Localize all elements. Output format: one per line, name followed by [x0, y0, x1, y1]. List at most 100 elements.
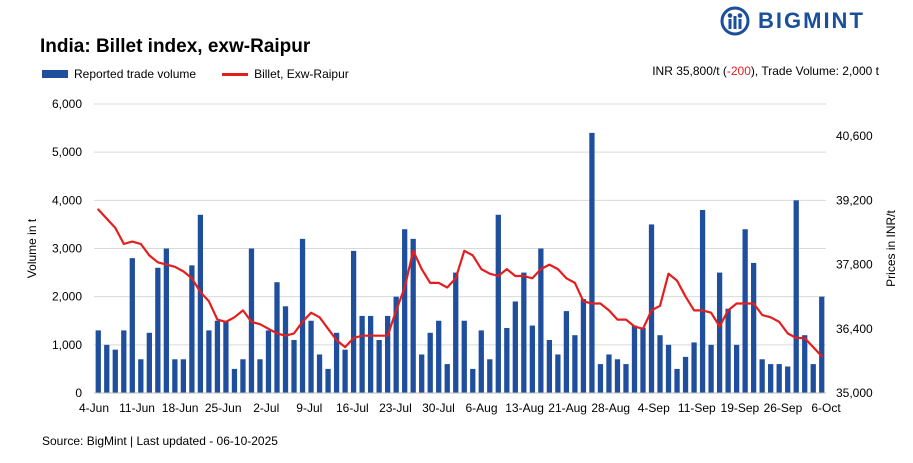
legend-swatch-line — [222, 72, 249, 76]
volume-bar — [257, 359, 263, 393]
volume-bar — [453, 272, 459, 393]
y-left-tick-label: 6,000 — [52, 97, 82, 111]
volume-bar — [316, 354, 323, 393]
y-left-tick-label: 2,000 — [52, 290, 82, 304]
volume-bar — [555, 354, 561, 393]
volume-bar — [512, 301, 518, 393]
volume-bar — [385, 315, 391, 393]
volume-bar — [240, 359, 246, 393]
legend-item-volume: Reported trade volume — [42, 67, 196, 81]
x-tick-label: 28-Aug — [591, 401, 630, 415]
volume-bar — [155, 267, 161, 393]
volume-bar — [325, 368, 331, 393]
volume-bar — [691, 342, 697, 393]
volume-bar — [291, 340, 297, 393]
price-change: -200 — [726, 64, 751, 78]
volume-bar — [648, 224, 655, 393]
chart-legend: Reported trade volume Billet, Exw-Raipur — [42, 67, 375, 81]
volume-bar — [802, 335, 808, 393]
volume-bar — [95, 330, 101, 393]
volume-bar — [725, 308, 731, 393]
volume-bar — [359, 315, 365, 393]
volume-bar — [563, 311, 570, 393]
brand-logo: BIGMINT — [720, 6, 865, 36]
volume-bar — [410, 238, 416, 393]
x-tick-label: 11-Jun — [119, 401, 155, 415]
volume-bar — [785, 366, 791, 393]
volume-bar — [631, 325, 638, 393]
volume-bar — [521, 272, 527, 393]
chart-title: India: Billet index, exw-Raipur — [40, 36, 311, 57]
y-left-axis-title: Volume in t — [25, 218, 39, 278]
volume-bar — [495, 214, 501, 393]
volume-bar — [819, 296, 825, 393]
volume-bar — [402, 229, 408, 393]
volume-bar — [214, 320, 221, 393]
volume-bar — [580, 299, 587, 393]
volume-bar — [606, 354, 612, 393]
volume-bar — [163, 248, 169, 393]
volume-text: ), Trade Volume: 2,000 t — [750, 64, 879, 78]
y-right-tick-label: 37,800 — [836, 258, 873, 272]
volume-bar — [138, 359, 144, 393]
y-right-tick-label: 39,200 — [836, 193, 873, 207]
volume-bar — [733, 344, 740, 393]
volume-bar — [223, 320, 229, 393]
volume-bar — [810, 364, 816, 393]
y-right-tick-label: 36,400 — [836, 322, 873, 336]
volume-bar — [367, 315, 374, 393]
y-left-tick-label: 0 — [75, 386, 82, 400]
x-tick-label: 9-Jul — [296, 401, 322, 415]
x-tick-label: 6-Oct — [811, 401, 841, 415]
y-left-tick-label: 5,000 — [52, 145, 82, 159]
y-left-tick-label: 3,000 — [52, 242, 82, 256]
volume-bar — [716, 272, 723, 393]
volume-bar — [623, 364, 629, 393]
volume-bar — [419, 354, 425, 393]
volume-bar — [529, 325, 535, 393]
logo-text: BIGMINT — [758, 8, 865, 33]
volume-bar — [640, 327, 646, 393]
volume-bar — [444, 364, 450, 393]
volume-bar — [104, 344, 110, 393]
volume-bar — [274, 282, 280, 393]
source-note: Source: BigMint | Last updated - 06-10-2… — [42, 434, 278, 448]
volume-bar — [751, 262, 757, 393]
volume-bar — [427, 332, 433, 393]
volume-bar — [572, 335, 578, 393]
volume-bar — [121, 330, 127, 393]
volume-bar — [129, 258, 135, 393]
legend-label-volume: Reported trade volume — [74, 67, 197, 81]
volume-bar — [393, 296, 399, 393]
volume-bar — [793, 200, 799, 393]
volume-bar — [742, 229, 748, 393]
x-tick-label: 2-Jul — [253, 401, 279, 415]
volume-bar — [699, 209, 706, 393]
legend-item-price: Billet, Exw-Raipur — [222, 67, 349, 81]
volume-bar — [776, 364, 782, 393]
x-tick-label: 21-Aug — [548, 401, 587, 415]
x-tick-label: 16-Jul — [336, 401, 369, 415]
price-summary: INR 35,800/t (-200), Trade Volume: 2,000… — [652, 64, 879, 78]
x-tick-label: 13-Aug — [505, 401, 544, 415]
volume-bar — [197, 214, 204, 393]
x-tick-label: 25-Jun — [205, 401, 242, 415]
x-tick-label: 19-Sep — [721, 401, 760, 415]
volume-bar — [665, 344, 672, 393]
x-tick-label: 23-Jul — [379, 401, 412, 415]
y-right-axis-title: Prices in INR/t — [884, 209, 898, 286]
volume-bar — [589, 132, 595, 393]
y-right-tick-label: 40,600 — [836, 129, 873, 143]
volume-bar — [350, 250, 357, 393]
volume-bar — [308, 320, 314, 393]
volume-bar — [674, 368, 680, 393]
volume-bar — [189, 265, 195, 393]
volume-bar — [768, 364, 774, 393]
x-tick-label: 30-Jul — [422, 401, 455, 415]
x-tick-label: 4-Jun — [79, 401, 109, 415]
volume-bar — [487, 359, 493, 393]
x-tick-label: 11-Sep — [678, 401, 716, 415]
volume-bar — [265, 330, 272, 393]
volume-bar — [470, 368, 476, 393]
y-left-tick-label: 1,000 — [52, 338, 82, 352]
